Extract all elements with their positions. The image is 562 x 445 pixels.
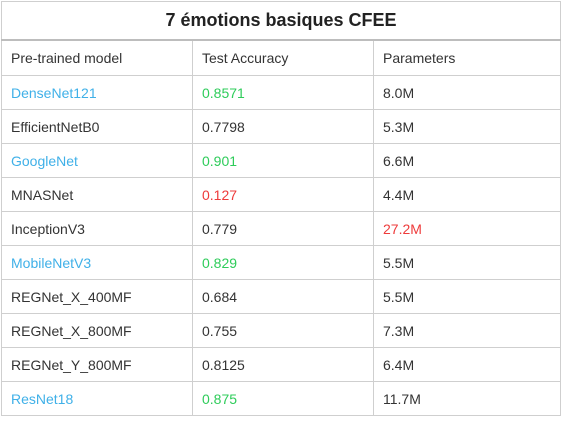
cell-accuracy: 0.875 <box>192 381 374 416</box>
table-row: REGNet_X_800MF 0.755 7.3M <box>1 313 562 348</box>
table-row: InceptionV3 0.779 27.2M <box>1 211 562 246</box>
table-row: GoogleNet 0.901 6.6M <box>1 143 562 178</box>
cell-accuracy: 0.755 <box>192 313 374 348</box>
cell-accuracy: 0.829 <box>192 245 374 280</box>
cell-model: REGNet_Y_800MF <box>1 347 193 382</box>
table-row: ResNet18 0.875 11.7M <box>1 381 562 416</box>
cell-parameters: 6.4M <box>372 347 562 382</box>
cell-model: GoogleNet <box>1 143 193 178</box>
cell-parameters: 5.3M <box>372 109 562 144</box>
table-row: MNASNet 0.127 4.4M <box>1 177 562 212</box>
cell-accuracy: 0.8125 <box>192 347 374 382</box>
table-row: MobileNetV3 0.829 5.5M <box>1 245 562 280</box>
cell-model: MNASNet <box>1 177 193 212</box>
cell-model: REGNet_X_800MF <box>1 313 193 348</box>
cell-parameters: 6.6M <box>372 143 562 178</box>
table-title-row: 7 émotions basiques CFEE <box>0 1 562 41</box>
table-row: REGNet_Y_800MF 0.8125 6.4M <box>1 347 562 382</box>
cell-parameters: 11.7M <box>372 381 562 416</box>
cell-parameters: 5.5M <box>372 245 562 280</box>
cell-model: InceptionV3 <box>1 211 193 246</box>
cell-model: DenseNet121 <box>1 75 193 110</box>
column-header-parameters: Parameters <box>372 39 562 76</box>
cell-parameters: 27.2M <box>372 211 562 246</box>
cell-parameters: 5.5M <box>372 279 562 314</box>
cell-accuracy: 0.684 <box>192 279 374 314</box>
cell-accuracy: 0.901 <box>192 143 374 178</box>
cell-model: ResNet18 <box>1 381 193 416</box>
table-row: EfficientNetB0 0.7798 5.3M <box>1 109 562 144</box>
table-header-row: Pre-trained model Test Accuracy Paramete… <box>1 39 562 76</box>
cell-accuracy: 0.779 <box>192 211 374 246</box>
cell-model: REGNet_X_400MF <box>1 279 193 314</box>
table-row: DenseNet121 0.8571 8.0M <box>1 75 562 110</box>
results-table: 7 émotions basiques CFEE Pre-trained mod… <box>0 1 562 416</box>
cell-parameters: 4.4M <box>372 177 562 212</box>
cell-model: MobileNetV3 <box>1 245 193 280</box>
column-header-accuracy: Test Accuracy <box>192 39 374 76</box>
cell-model: EfficientNetB0 <box>1 109 193 144</box>
cell-accuracy: 0.7798 <box>192 109 374 144</box>
cell-accuracy: 0.8571 <box>192 75 374 110</box>
table-title: 7 émotions basiques CFEE <box>0 1 562 41</box>
cell-parameters: 8.0M <box>372 75 562 110</box>
cell-accuracy: 0.127 <box>192 177 374 212</box>
cell-parameters: 7.3M <box>372 313 562 348</box>
table-row: REGNet_X_400MF 0.684 5.5M <box>1 279 562 314</box>
column-header-model: Pre-trained model <box>1 39 193 76</box>
table-body: DenseNet121 0.8571 8.0M EfficientNetB0 0.779… <box>1 75 562 416</box>
